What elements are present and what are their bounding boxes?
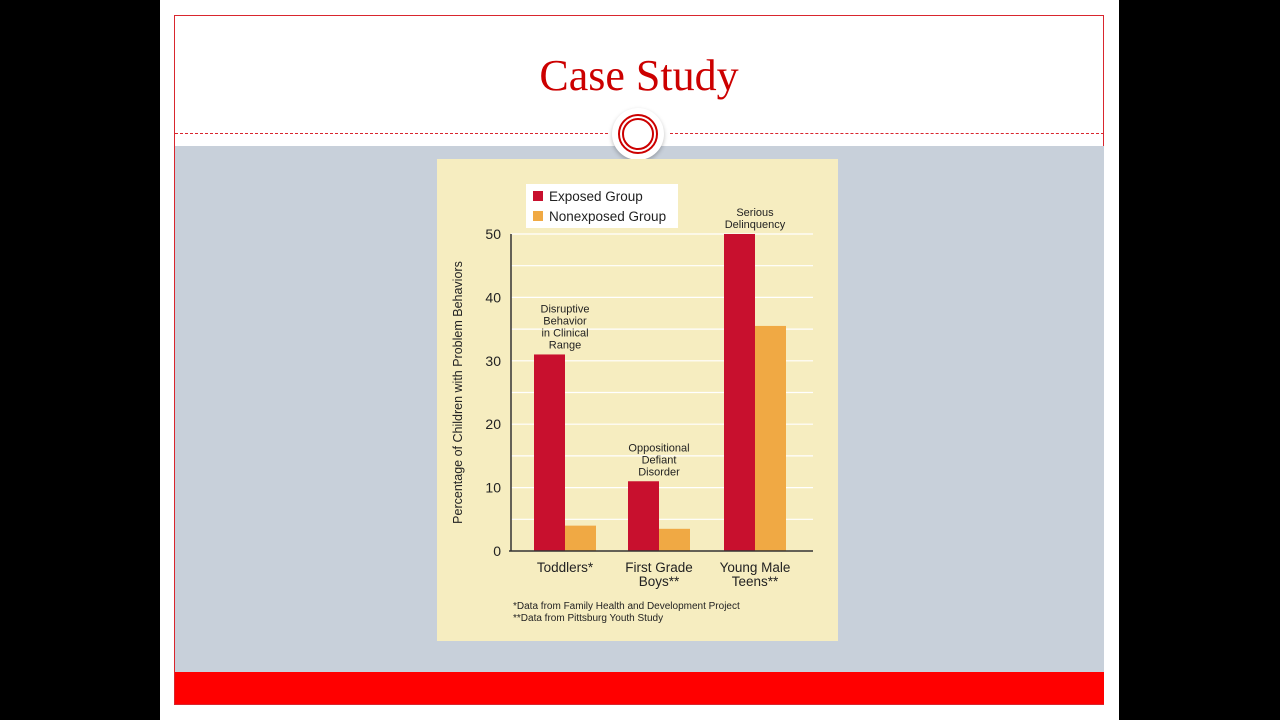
legend-swatch — [533, 211, 543, 221]
footnote: **Data from Pittsburg Youth Study — [513, 613, 663, 624]
bar-annotation: Delinquency — [725, 219, 786, 231]
bar-annotation: Disruptive — [541, 303, 590, 315]
divider-circle-ornament — [612, 108, 664, 160]
legend-swatch — [533, 191, 543, 201]
title-divider-left — [175, 133, 608, 134]
x-category-label: Boys** — [639, 574, 680, 589]
bar-annotation: Serious — [736, 207, 774, 219]
slide-title: Case Study — [539, 51, 739, 100]
x-category-label: Teens** — [732, 574, 779, 589]
bar-exposed — [724, 234, 755, 551]
bar-chart: 0 10 20 30 40 50 Percentage of Children with P… — [451, 184, 813, 624]
x-category-label: Toddlers* — [537, 560, 594, 575]
x-category-label: Young Male — [720, 560, 791, 575]
y-tick-label: 50 — [485, 226, 501, 242]
y-tick-label: 0 — [493, 543, 501, 559]
bar-annotation: in Clinical — [541, 327, 588, 339]
x-category-label: First Grade — [625, 560, 693, 575]
y-tick-label: 10 — [485, 480, 501, 496]
bar-nonexposed — [659, 528, 690, 551]
legend-box — [526, 184, 678, 228]
title-divider-right — [670, 133, 1104, 134]
footnote: *Data from Family Health and Development… — [513, 601, 740, 612]
bar-annotation: Oppositional — [628, 442, 689, 454]
y-tick-label: 20 — [485, 416, 501, 432]
bar-annotation: Range — [549, 339, 581, 351]
bar-exposed — [534, 354, 565, 551]
y-tick-label: 40 — [485, 289, 501, 305]
bar-annotation: Behavior — [543, 315, 587, 327]
footer-bar — [175, 672, 1104, 704]
y-axis-label: Percentage of Children with Problem Beha… — [451, 261, 465, 524]
bar-annotation: Disorder — [638, 466, 680, 478]
bar-annotation: Defiant — [642, 454, 677, 466]
y-tick-label: 30 — [485, 353, 501, 369]
bar-exposed — [628, 481, 659, 551]
bar-nonexposed — [755, 325, 786, 551]
legend-label: Nonexposed Group — [549, 209, 666, 224]
legend-label: Exposed Group — [549, 189, 643, 204]
bar-nonexposed — [565, 525, 596, 551]
chart-panel: 0 10 20 30 40 50 Percentage of Children with P… — [437, 159, 838, 641]
